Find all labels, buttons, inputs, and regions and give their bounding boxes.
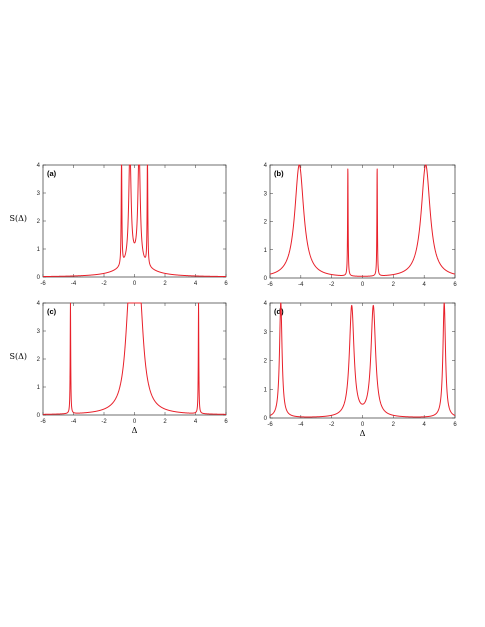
y-tick-label: 2	[37, 357, 41, 363]
x-tick-label: -2	[329, 422, 335, 428]
y-tick-label: 0	[264, 276, 268, 282]
x-tick-label: 4	[194, 419, 198, 425]
y-tick-label: 1	[37, 385, 41, 391]
x-tick-label: -6	[267, 282, 273, 288]
panel-a: -6 -4 -2 0 2 4 6 0 1 2 3 4 (a) S(Δ)	[10, 163, 229, 287]
panel-label: (a)	[47, 169, 57, 178]
y-tick-label: 2	[264, 359, 268, 365]
x-axis-title: Δ	[360, 429, 366, 438]
y-tick-label: 0	[264, 416, 268, 422]
y-tick-label: 1	[37, 247, 41, 253]
x-tick-label: -4	[71, 281, 77, 287]
spectrum-curve	[42, 164, 227, 278]
plot-frame	[269, 302, 456, 419]
y-tick-label: 0	[37, 275, 41, 281]
x-tick-label: 2	[163, 281, 167, 287]
x-tick-label: 0	[133, 419, 137, 425]
x-tick-label: 4	[422, 422, 426, 428]
x-tick-label: -6	[40, 419, 46, 425]
y-tick-label: 1	[264, 248, 268, 254]
y-tick-label: 4	[264, 163, 268, 169]
x-tick-label: 6	[224, 281, 228, 287]
x-tick-label: -4	[71, 419, 77, 425]
x-tick-label: -6	[267, 422, 273, 428]
panel-label: (b)	[274, 169, 284, 178]
panel-c: -6 -4 -2 0 2 4 6 0 1 2 3 4 (c) S(Δ) Δ	[10, 301, 229, 435]
x-tick-label: 0	[133, 281, 137, 287]
y-tick-label: 4	[37, 301, 41, 307]
y-axis-title: S(Δ)	[10, 214, 28, 223]
x-tick-label: 6	[453, 282, 457, 288]
spectrum-curve	[42, 302, 227, 415]
spectrum-curve	[269, 302, 456, 418]
x-tick-label: -2	[101, 419, 107, 425]
y-tick-label: 1	[264, 387, 268, 393]
y-axis-title: S(Δ)	[10, 352, 28, 361]
y-tick-label: 4	[264, 301, 268, 307]
x-tick-label: 4	[194, 281, 198, 287]
y-tick-label: 0	[37, 413, 41, 419]
x-tick-label: 2	[392, 422, 396, 428]
x-tick-label: 2	[163, 419, 167, 425]
x-tick-label: 4	[422, 282, 426, 288]
plot-frame	[42, 164, 227, 278]
x-tick-label: 0	[361, 422, 365, 428]
x-tick-label: 2	[392, 282, 396, 288]
plot-frame	[269, 164, 456, 279]
x-tick-label: 6	[453, 422, 457, 428]
y-tick-label: 4	[37, 163, 41, 169]
x-tick-label: -2	[101, 281, 107, 287]
y-tick-label: 3	[264, 191, 268, 197]
panel-label: (d)	[274, 307, 284, 316]
x-axis-title: Δ	[132, 426, 138, 435]
y-tick-label: 3	[37, 329, 41, 335]
panel-label: (c)	[47, 307, 57, 316]
panel-b: -6 -4 -2 0 2 4 6 0 1 2 3 4 (b)	[264, 163, 458, 288]
y-tick-label: 2	[264, 220, 268, 226]
y-tick-label: 2	[37, 219, 41, 225]
x-tick-label: -6	[40, 281, 46, 287]
y-tick-label: 3	[264, 330, 268, 336]
x-tick-label: -4	[298, 282, 304, 288]
panel-d: -6 -4 -2 0 2 4 6 0 1 2 3 4 (d) Δ	[264, 301, 458, 438]
x-tick-label: 0	[361, 282, 365, 288]
x-tick-label: 6	[224, 419, 228, 425]
y-tick-label: 3	[37, 191, 41, 197]
x-tick-label: -4	[298, 422, 304, 428]
x-tick-label: -2	[329, 282, 335, 288]
spectrum-curve	[269, 164, 456, 277]
